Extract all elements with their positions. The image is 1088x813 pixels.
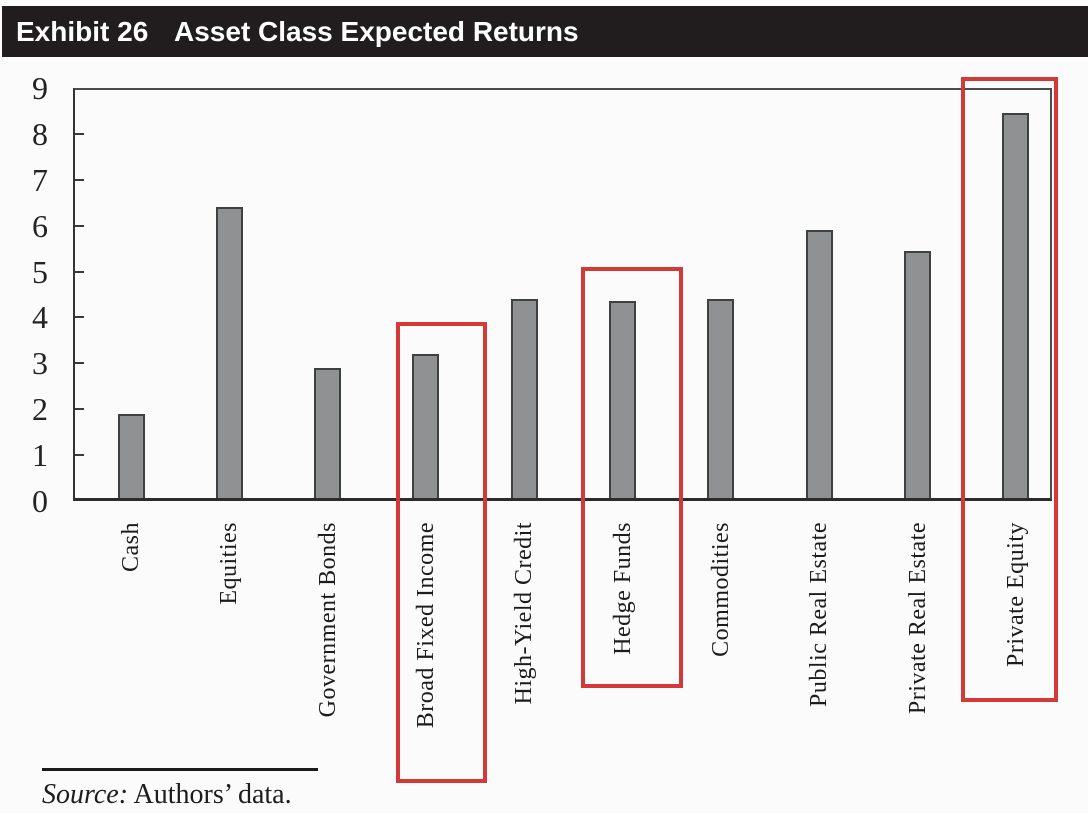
y-tick-label: 4 [32,299,48,336]
exhibit-title-bar: Exhibit 26 Asset Class Expected Returns [2,6,1088,57]
y-tick-label: 1 [32,437,48,474]
bar [314,367,342,501]
source-divider [42,768,318,771]
source-text: Authors’ data. [128,779,292,810]
y-tick-mark [74,316,84,319]
highlight-box-broad-fixed-income [396,322,487,783]
bar [117,413,145,501]
y-tick-mark [74,132,84,135]
y-tick-mark [74,408,84,411]
category-label: High-Yield Credit [511,522,538,705]
y-tick-label: 0 [32,483,48,519]
bar [215,207,243,501]
y-tick-label: 6 [32,207,48,244]
source-note: Source: Authors’ data. [42,779,292,811]
y-tick-mark [74,270,84,273]
bar [609,301,637,501]
y-tick-mark [74,224,84,227]
exhibit-title: Asset Class Expected Returns [174,16,579,47]
bar [1002,113,1030,501]
bar [904,250,932,501]
category-label: Cash [118,522,144,572]
bar [805,230,833,501]
bar [510,299,538,501]
highlight-box-private-equity [961,77,1058,702]
y-tick-label: 9 [32,70,48,106]
y-tick-label: 8 [32,115,48,152]
y-tick-mark [74,362,84,365]
source-prefix: Source: [42,779,129,810]
highlight-box-hedge-funds [581,267,683,688]
category-label: Commodities [707,522,734,657]
y-tick-label: 7 [32,161,48,198]
category-label: Private Real Estate [904,522,931,715]
y-tick-mark [74,178,84,181]
bar [707,299,735,501]
exhibit-number: Exhibit 26 [16,16,149,47]
y-tick-mark [74,454,84,457]
y-tick-label: 3 [32,345,48,382]
bar [412,354,440,501]
y-tick-label: 5 [32,253,48,290]
y-tick-label: 2 [32,391,48,428]
category-label: Public Real Estate [806,522,833,707]
category-label: Government Bonds [314,522,341,718]
category-label: Equities [216,522,243,605]
